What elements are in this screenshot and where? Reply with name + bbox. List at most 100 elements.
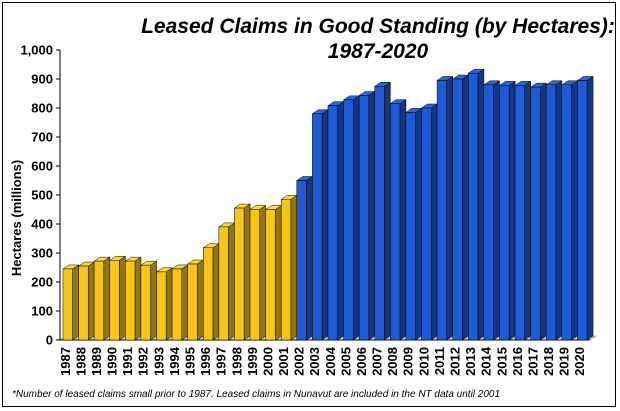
y-tick-label: 600 — [31, 159, 53, 174]
x-tick-label: 2002 — [292, 347, 307, 376]
x-tick-label: 2012 — [448, 347, 463, 376]
bar-side — [306, 176, 313, 341]
bar — [187, 263, 198, 341]
x-tick-label: 2014 — [479, 346, 494, 376]
bar-side — [275, 205, 282, 341]
bar-side — [243, 203, 251, 341]
bar-side — [477, 68, 485, 341]
y-axis-label: Hectares (millions) — [9, 160, 24, 276]
x-tick-label: 2016 — [510, 347, 525, 376]
bar-side — [228, 222, 235, 341]
bar-side — [415, 107, 422, 341]
x-tick-label: 1988 — [73, 347, 88, 376]
x-tick-label: 2006 — [354, 347, 369, 376]
x-tick-label: 1989 — [89, 347, 104, 376]
bar-side — [493, 80, 500, 341]
bar — [327, 105, 338, 341]
y-tick-label: 0 — [46, 333, 53, 348]
x-tick-label: 2009 — [401, 347, 416, 376]
bar-side — [197, 259, 204, 341]
bar — [343, 99, 354, 341]
y-tick-label: 700 — [31, 130, 53, 145]
x-tick-label: 1997 — [214, 347, 229, 376]
x-tick-label: 2018 — [541, 347, 556, 376]
y-tick-label: 100 — [31, 304, 53, 319]
x-tick-label: 1996 — [198, 347, 213, 376]
y-tick-label: 900 — [31, 72, 53, 87]
x-tick-label: 1995 — [183, 347, 198, 376]
bar — [125, 260, 136, 341]
bar-side — [134, 256, 142, 341]
bar-side — [337, 101, 344, 341]
bar — [436, 80, 447, 341]
y-tick-label: 500 — [31, 188, 53, 203]
bar — [405, 112, 416, 341]
x-tick-label: 1993 — [151, 347, 166, 376]
bar-side — [399, 99, 407, 341]
y-tick-label: 800 — [31, 101, 53, 116]
bar — [109, 260, 120, 341]
bar — [203, 247, 214, 341]
chart-title-line2: 1987-2020 — [328, 40, 429, 63]
x-tick-label: 2013 — [463, 347, 478, 376]
bar-side — [508, 80, 516, 341]
bar — [171, 268, 182, 341]
bar — [577, 80, 588, 341]
bar-side — [446, 75, 453, 341]
bar-side — [555, 80, 563, 341]
bar-side — [150, 260, 157, 341]
x-tick-label: 1991 — [120, 347, 135, 376]
bar-side — [212, 243, 220, 341]
bar — [358, 95, 370, 341]
bar-side — [181, 264, 188, 341]
x-tick-label: 2017 — [525, 347, 540, 376]
bar — [280, 199, 292, 341]
x-tick-label: 2003 — [307, 347, 322, 376]
bar-side — [586, 75, 594, 341]
bar-side — [87, 261, 95, 341]
bar-side — [352, 95, 360, 341]
bar — [140, 264, 151, 341]
x-tick-label: 1999 — [245, 347, 260, 376]
bar-side — [103, 256, 111, 341]
x-tick-label: 2005 — [338, 347, 353, 376]
bar-side — [259, 205, 266, 341]
x-tick-label: 1994 — [167, 346, 182, 376]
bar — [374, 86, 385, 341]
bar — [468, 72, 479, 341]
bar — [421, 107, 432, 341]
bar — [265, 209, 276, 341]
bar-side — [165, 267, 173, 341]
bar — [390, 103, 401, 341]
bar-side — [384, 81, 391, 341]
bar — [499, 85, 510, 341]
bar-side — [571, 80, 578, 341]
bar — [93, 260, 105, 341]
bar — [452, 78, 463, 341]
x-tick-label: 1992 — [136, 347, 151, 376]
x-tick-label: 2008 — [385, 347, 400, 376]
bar — [78, 265, 89, 341]
bar-side — [321, 109, 329, 341]
bar-side — [524, 80, 531, 341]
bar — [312, 113, 323, 341]
x-tick-label: 2019 — [557, 347, 572, 376]
y-tick-label: 200 — [31, 275, 53, 290]
bar — [218, 226, 229, 341]
x-tick-label: 2010 — [416, 347, 431, 376]
x-tick-label: 2011 — [432, 347, 447, 375]
bar-side — [119, 255, 126, 341]
bar — [545, 84, 557, 341]
bar — [296, 180, 307, 341]
bar — [514, 85, 525, 341]
bar — [483, 84, 494, 341]
x-tick-label: 2001 — [276, 347, 291, 376]
bar — [561, 84, 572, 341]
bar — [249, 209, 260, 341]
bar — [530, 86, 541, 341]
bar — [234, 207, 245, 341]
x-tick-label: 2000 — [260, 347, 275, 376]
bar-side — [72, 264, 79, 341]
